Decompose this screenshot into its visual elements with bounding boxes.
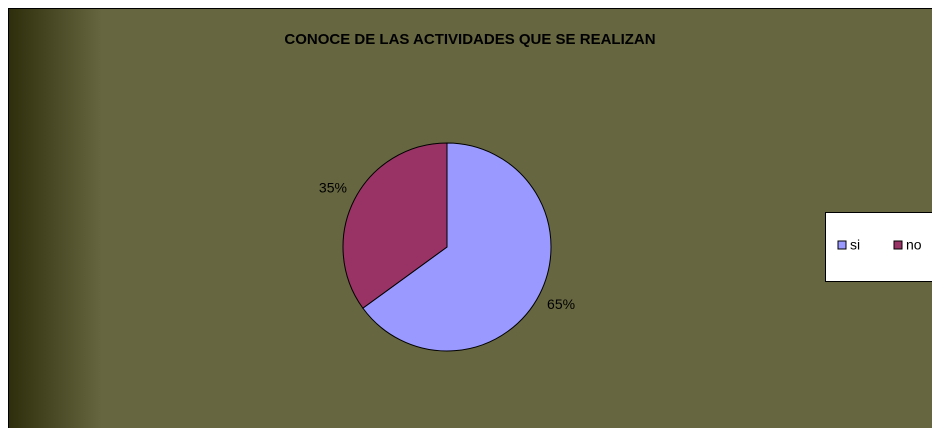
data-label: 35% [319,180,347,196]
data-label: 65% [547,296,575,312]
legend-label: no [906,237,922,253]
legend-swatch [838,241,846,249]
legend-label: si [850,237,860,253]
legend-swatch [894,241,902,249]
chart-title: CONOCE DE LAS ACTIVIDADES QUE SE REALIZA… [284,31,655,48]
